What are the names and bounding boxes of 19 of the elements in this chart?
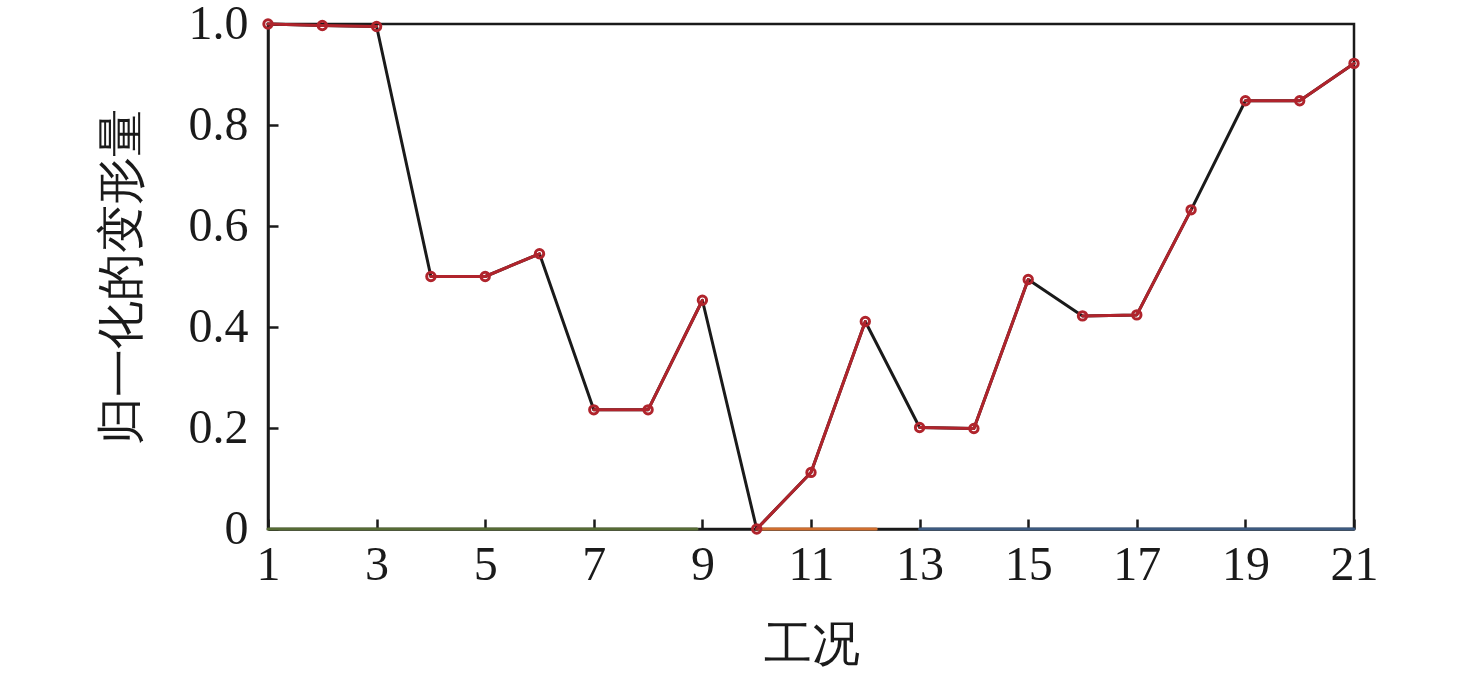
x-tick-label: 19 — [1221, 536, 1270, 590]
x-tick-label: 21 — [1330, 536, 1379, 590]
y-tick-label: 0.2 — [188, 399, 249, 453]
x-tick-label: 11 — [788, 536, 835, 590]
y-axis-title: 归一化的变形量 — [93, 109, 147, 445]
y-tick-label: 0.8 — [188, 96, 249, 150]
x-tick-label: 1 — [256, 536, 281, 590]
x-tick-label: 7 — [582, 536, 607, 590]
x-tick-label: 5 — [473, 536, 498, 590]
x-tick-label: 13 — [896, 536, 945, 590]
x-tick-label: 9 — [690, 536, 715, 590]
y-tick-label: 0.6 — [188, 197, 249, 251]
x-tick-label: 15 — [1004, 536, 1053, 590]
x-tick-label: 3 — [365, 536, 390, 590]
y-tick-label: 0.4 — [188, 298, 249, 352]
x-tick-label: 17 — [1113, 536, 1162, 590]
x-axis-title: 工况 — [763, 616, 860, 670]
y-tick-label: 0 — [224, 500, 249, 554]
y-tick-label: 1.0 — [188, 0, 249, 49]
